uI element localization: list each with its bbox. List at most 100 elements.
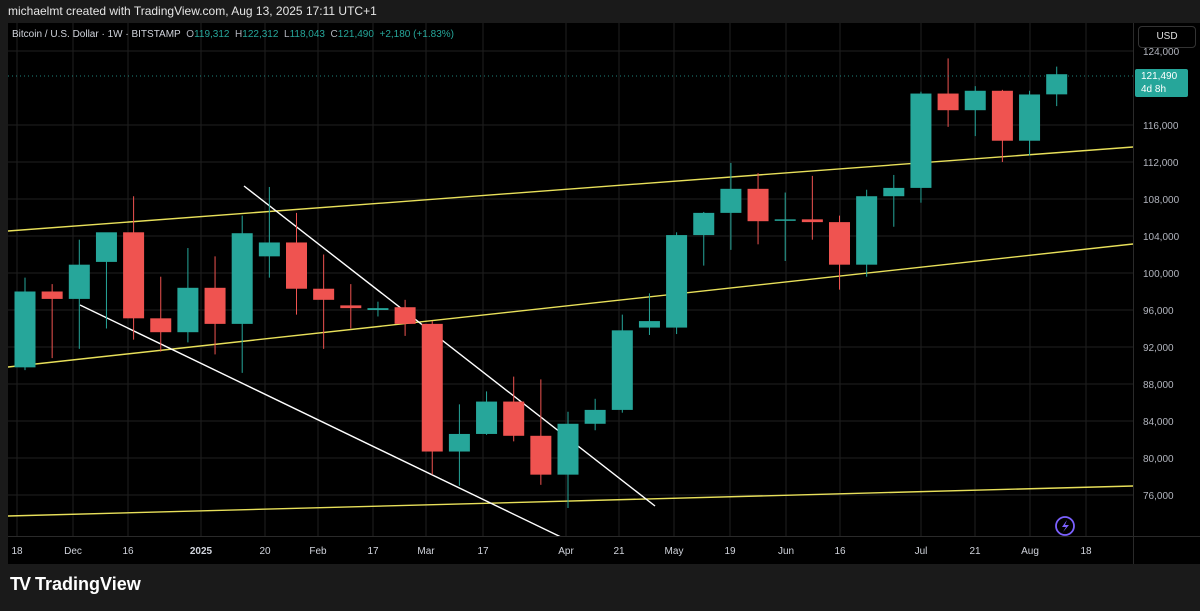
low-label: L — [284, 29, 290, 40]
open-value: 119,312 — [194, 29, 230, 40]
candle-body — [991, 90, 1013, 141]
lower-channel-line — [8, 243, 1133, 368]
candle-body — [448, 433, 470, 452]
time-tick-label: Dec — [64, 546, 82, 557]
candle-body — [801, 219, 823, 223]
time-tick-label: 21 — [969, 546, 981, 557]
candle-body — [964, 90, 986, 111]
chart-area[interactable] — [8, 23, 1133, 536]
low-value: 118,043 — [289, 29, 325, 40]
candle-body — [584, 409, 606, 424]
candle-body — [95, 232, 117, 262]
candle-body — [286, 242, 307, 289]
candle-body — [1019, 94, 1041, 141]
candle-body — [883, 187, 905, 197]
support-line — [8, 485, 1133, 517]
time-tick-label: 20 — [259, 546, 271, 557]
close-label: C — [330, 29, 338, 40]
candle-body — [476, 401, 498, 434]
time-tick-label: Mar — [417, 546, 435, 557]
candle-body — [856, 196, 878, 265]
candle-body — [204, 287, 226, 324]
price-tick-label: 116,000 — [1143, 121, 1179, 132]
price-tick-label: 88,000 — [1143, 380, 1174, 391]
current-price-tag: 121,490 4d 8h — [1135, 69, 1188, 97]
candlestick-chart[interactable] — [8, 23, 1133, 536]
high-label: H — [235, 29, 243, 40]
time-axis[interactable]: 18 Dec 16 2025 20 Feb 17 Mar 17 Apr 21 May 19 Jun 16 Ju… — [8, 536, 1133, 564]
price-tick-label: 112,000 — [1143, 158, 1179, 169]
time-tick-label: 19 — [724, 546, 736, 557]
candle-body — [340, 305, 362, 309]
price-tick-label: 76,000 — [1143, 491, 1174, 502]
candle-body — [68, 264, 90, 299]
close-value: 121,490 — [337, 29, 374, 40]
candle-body — [14, 291, 36, 368]
symbol-label[interactable]: Bitcoin / U.S. Dollar · 1W · BITSTAMP — [12, 29, 181, 40]
time-tick-label: 16 — [122, 546, 134, 557]
candle-body — [177, 287, 199, 333]
candle-body — [774, 219, 796, 221]
candle-body — [367, 308, 389, 310]
candle-body — [937, 93, 959, 111]
candle-body — [231, 233, 253, 324]
time-tick-label: Jun — [778, 546, 794, 557]
bar-countdown: 4d 8h — [1141, 84, 1167, 95]
candle-body — [258, 242, 280, 257]
time-tick-label: Apr — [558, 546, 574, 557]
candle-body — [530, 435, 552, 475]
price-tick-label: 80,000 — [1143, 454, 1174, 465]
time-tick-label: 18 — [11, 546, 23, 557]
candle-body — [747, 188, 769, 222]
falling-wedge-upper-line — [243, 185, 656, 507]
time-tick-label: 18 — [1080, 546, 1092, 557]
candle-body — [693, 212, 715, 236]
time-tick-label: Aug — [1021, 546, 1039, 557]
currency-button[interactable]: USD — [1138, 26, 1196, 48]
time-tick-label: 21 — [613, 546, 625, 557]
time-tick-label: Feb — [309, 546, 327, 557]
high-value: 122,312 — [242, 29, 279, 40]
candle-body — [394, 307, 416, 324]
candle-body — [150, 318, 172, 333]
trendlines — [8, 146, 1133, 536]
candle-body — [503, 401, 525, 436]
time-tick-label: 2025 — [190, 546, 213, 557]
price-tick-label: 104,000 — [1143, 232, 1180, 243]
time-tick-label: May — [665, 546, 684, 557]
tradingview-logo[interactable]: TV TradingView — [10, 574, 141, 595]
time-tick-label: Jul — [915, 546, 928, 557]
price-axis[interactable]: 124,000 116,000 112,000 108,000 104,000 100,0… — [1133, 23, 1200, 536]
axis-corner — [1133, 536, 1200, 564]
candle-body — [421, 323, 443, 452]
candle-body — [611, 330, 633, 410]
candle-body — [123, 232, 145, 319]
price-tick-label: 100,000 — [1143, 269, 1180, 280]
lightning-icon — [1055, 516, 1075, 536]
time-tick-label: 17 — [367, 546, 379, 557]
ohlc-legend: Bitcoin / U.S. Dollar · 1W · BITSTAMP O1… — [12, 29, 454, 40]
price-tick-label: 96,000 — [1143, 306, 1174, 317]
candle-body — [313, 288, 335, 300]
candle-body — [638, 321, 660, 328]
candles — [14, 58, 1068, 508]
chart-attribution: michaelmt created with TradingView.com, … — [8, 4, 377, 18]
candle-body — [41, 291, 63, 299]
candle-body — [829, 222, 850, 265]
price-tick-label: 84,000 — [1143, 417, 1174, 428]
candle-body — [666, 235, 688, 328]
price-tick-label: 124,000 — [1143, 47, 1180, 58]
candle-body — [1046, 74, 1068, 95]
candle-body — [720, 188, 742, 213]
time-tick-label: 16 — [834, 546, 846, 557]
tradingview-logo-icon: TV — [10, 574, 31, 594]
open-label: O — [186, 29, 195, 40]
candle-body — [910, 93, 932, 188]
time-tick-label: 17 — [477, 546, 489, 557]
upper-channel-line — [8, 146, 1133, 232]
brand-name: TradingView — [35, 574, 141, 594]
change-value: +2,180 (+1.83%) — [379, 29, 454, 40]
candle-body — [557, 423, 579, 475]
price-tick-label: 108,000 — [1143, 195, 1180, 206]
current-price-value: 121,490 — [1141, 71, 1178, 82]
